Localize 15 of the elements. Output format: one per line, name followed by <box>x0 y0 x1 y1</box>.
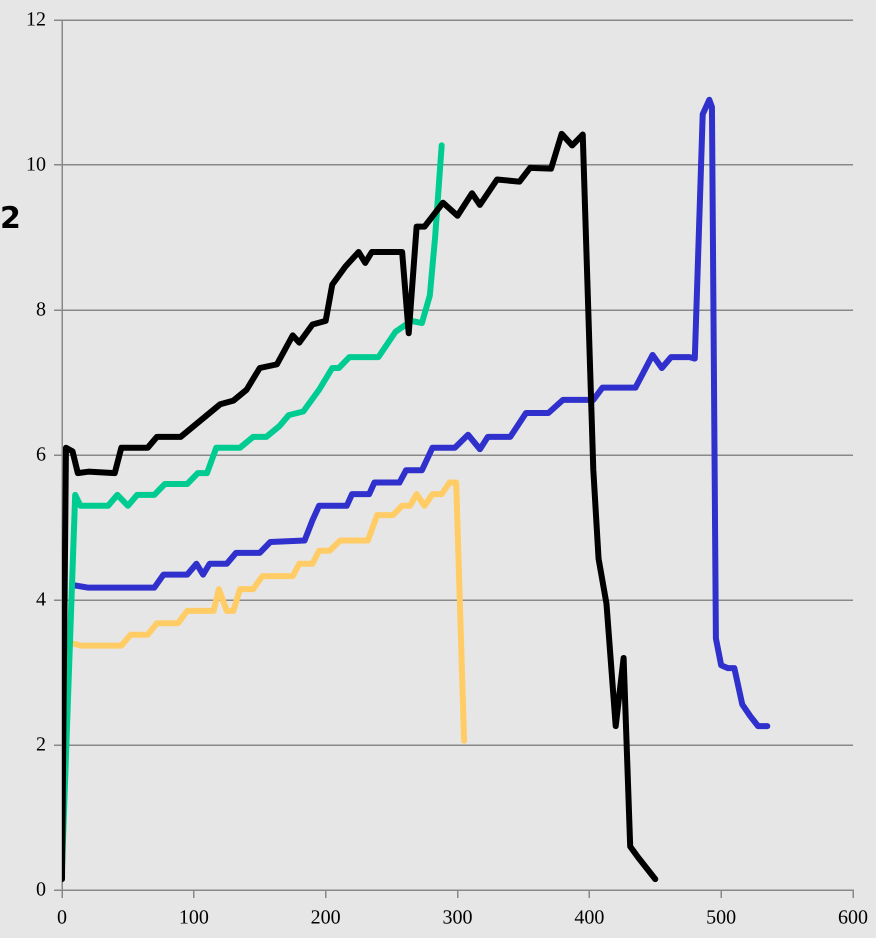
x-tick-label: 0 <box>57 906 67 928</box>
x-tick-label: 200 <box>310 906 341 928</box>
x-tick-label: 600 <box>838 906 868 928</box>
y-tick-label: 8 <box>36 298 46 320</box>
y-tick-label: 12 <box>26 8 46 30</box>
y-tick-label: 2 <box>36 733 46 756</box>
y-tick-label: 0 <box>36 878 46 900</box>
y-tick-label: 6 <box>36 443 46 466</box>
y-tick-label: 4 <box>36 588 46 610</box>
y-tick-label: 10 <box>26 153 46 176</box>
x-tick-label: 400 <box>574 906 604 928</box>
x-tick-label: 500 <box>706 906 736 928</box>
x-tick-label: 300 <box>442 906 472 928</box>
text: 2 <box>0 200 21 236</box>
x-tick-label: 100 <box>178 906 209 928</box>
